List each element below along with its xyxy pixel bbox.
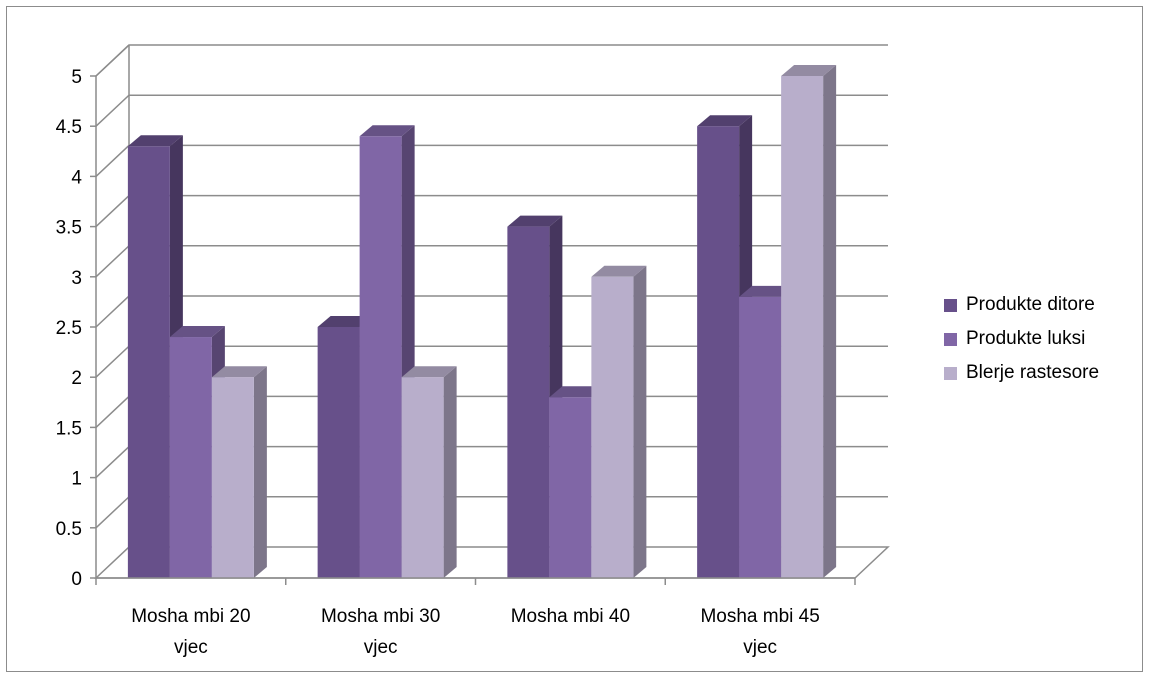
bar <box>169 337 212 578</box>
gridline <box>95 194 888 228</box>
y-tick-label: 1.5 <box>56 418 82 439</box>
y-tick-label: 5 <box>71 67 82 88</box>
x-category-label: Mosha mbi 45 vjec <box>700 606 819 658</box>
bar-top <box>697 115 753 127</box>
legend-label: Blerje rastesore <box>966 362 1100 383</box>
legend-item-blerje-rastesore: Blerje rastesore <box>944 356 1099 390</box>
x-axis: Mosha mbi 20 vjec Mosha mbi 30 vjec Mosha mb… <box>95 577 856 658</box>
legend-item-produkte-ditore: Produkte ditore <box>944 288 1099 322</box>
bar <box>697 126 740 578</box>
bar <box>549 397 592 578</box>
bar-side <box>443 366 457 578</box>
y-tick-label: 4.5 <box>56 117 82 138</box>
legend-label: Produkte luksi <box>966 328 1086 349</box>
bar <box>359 136 402 579</box>
bar <box>739 296 782 578</box>
bar-top <box>591 265 647 277</box>
bar <box>401 377 444 578</box>
bars <box>127 65 837 579</box>
bar-top <box>127 135 183 147</box>
bar-top <box>401 366 457 378</box>
bar-side <box>253 366 267 578</box>
x-category-label: Mosha mbi 30 vjec <box>321 606 440 658</box>
gridline <box>95 94 888 127</box>
x-category-label: Mosha mbi 40 <box>511 606 630 627</box>
bar-top <box>359 125 415 137</box>
y-tick-label: 0 <box>71 569 82 590</box>
y-tick-label: 3 <box>71 268 82 289</box>
legend-label: Produkte ditore <box>966 294 1095 315</box>
legend-item-produkte-luksi: Produkte luksi <box>944 322 1099 356</box>
bar-top <box>739 285 795 297</box>
legend-swatch <box>944 298 957 312</box>
bar-top <box>169 326 225 338</box>
gridline <box>95 245 888 278</box>
bar-top <box>211 366 267 378</box>
bar <box>507 226 550 578</box>
gridline <box>95 144 888 177</box>
bar-side <box>633 265 647 578</box>
bar-top <box>317 316 373 327</box>
bar <box>591 276 634 578</box>
bar <box>211 377 254 578</box>
legend: Produkte ditore Produkte luksi Blerje ra… <box>944 288 1099 390</box>
bar-top <box>549 386 605 398</box>
y-tick-label: 3.5 <box>56 218 82 239</box>
bar-top <box>507 215 563 227</box>
bar-side <box>823 65 837 578</box>
y-axis: 0 0.5 1 1.5 2 2.5 3 3.5 4 4.5 5 <box>56 67 97 590</box>
bar-top <box>781 65 837 76</box>
y-tick-label: 0.5 <box>56 519 82 540</box>
legend-swatch <box>944 332 957 346</box>
y-tick-label: 2 <box>71 368 82 389</box>
x-category-label: Mosha mbi 20 vjec <box>131 606 250 658</box>
bar <box>127 146 170 578</box>
y-tick-label: 4 <box>71 167 82 188</box>
y-tick-label: 1 <box>71 469 82 490</box>
gridline <box>95 44 888 77</box>
bar <box>781 76 824 578</box>
bar <box>317 327 360 578</box>
y-tick-label: 2.5 <box>56 318 82 339</box>
legend-swatch <box>944 366 957 380</box>
